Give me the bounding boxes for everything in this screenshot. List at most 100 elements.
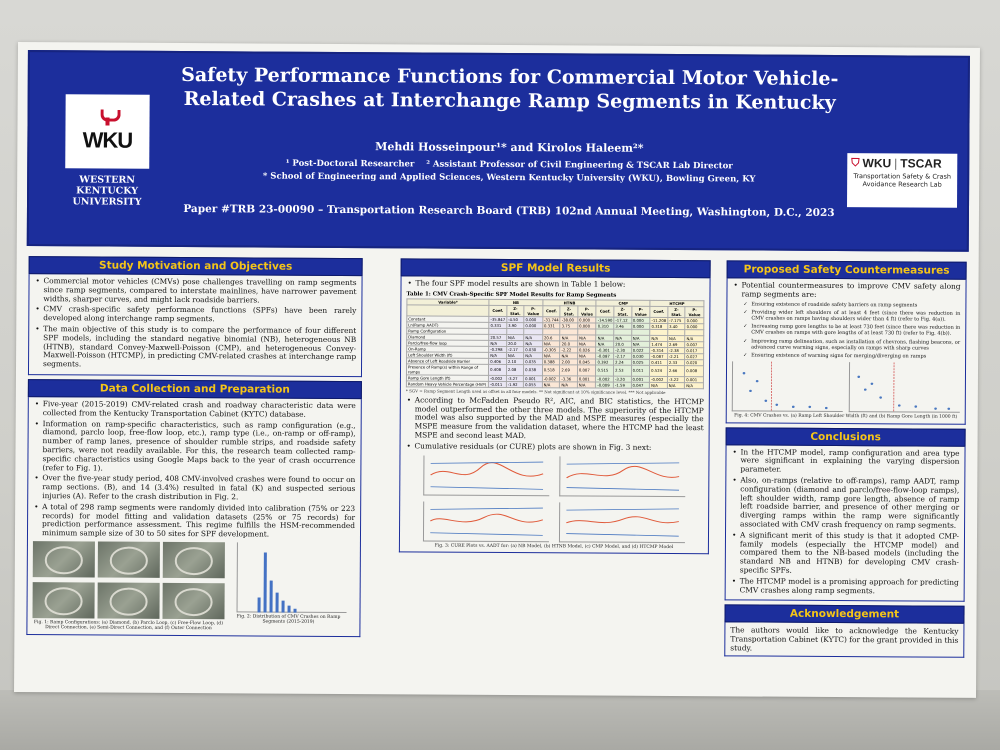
- table-value-cell: 0.038: [523, 364, 543, 376]
- spf-bullet: Cumulative residuals (or CURE) plots are…: [406, 441, 704, 453]
- table-value-cell: N/A: [577, 381, 596, 388]
- table-value-cell: 2.69: [559, 364, 578, 376]
- table-value-cell: -0.009: [595, 381, 614, 388]
- figure-1-caption: Fig. 1: Ramp Configurations: (a) Diamond…: [33, 620, 223, 632]
- acknowledgement-section: The authors would like to acknowledge th…: [724, 622, 965, 659]
- cure-plot-nb: [423, 455, 550, 496]
- table-subheader-cell: P-Value: [577, 305, 597, 317]
- ramp-photo: [162, 541, 225, 579]
- middle-column: SPF Model Results The four SPF model res…: [398, 258, 711, 555]
- conclusions-section: In the HTCMP model, ramp configuration a…: [724, 444, 966, 603]
- poster-header: WKU WESTERN KENTUCKY UNIVERSITY Safety P…: [26, 50, 970, 252]
- figure-3: [422, 455, 686, 543]
- table-value-cell: 0.011: [631, 365, 650, 377]
- table-subheader-cell: Coef.: [596, 305, 615, 317]
- tscar-wku: WKU: [862, 156, 892, 171]
- motivation-bullet: Commercial motor vehicles (CMVs) pose ch…: [34, 276, 356, 305]
- countermeasure-item: Improving ramp delineation, such as inst…: [742, 338, 960, 352]
- ramp-photo: [32, 582, 95, 619]
- figure-3-caption: Fig. 3: CURE Plots vs. AADT for: (a) NB …: [434, 543, 674, 550]
- spf-table: Variable* NB HTNB CMP HTCMP Coef. Z-Stat.…: [406, 298, 705, 389]
- figure-row: Fig. 1: Ramp Configurations: (a) Diamond…: [32, 541, 355, 633]
- spf-table-body: Constant -35.847 -4.50 0.000 -31.744 -38.00 0.…: [406, 315, 704, 389]
- tscar-logo: ⛉ WKU | TSCAR Transportation Safety & Cr…: [847, 153, 958, 208]
- conclusion-bullet: Also, on-ramps (relative to off-ramps), …: [731, 475, 959, 530]
- table-value-cell: N/A: [559, 381, 578, 388]
- spf-table-wrap: Table 1: CMV Crash-Specific SPF Model Re…: [406, 291, 705, 395]
- poster-title: Safety Performance Functions for Commerc…: [181, 63, 839, 114]
- table-value-cell: 0.408: [488, 364, 507, 376]
- table-subheader-cell: Coef.: [650, 306, 668, 318]
- wku-cup-icon: [98, 109, 116, 125]
- table-value-cell: -11.208: [649, 317, 668, 324]
- right-column: Proposed Safety Countermeasures Potentia…: [724, 260, 967, 659]
- table-subheader-cell: P-Value: [631, 306, 651, 318]
- cure-plot-htcmp: [558, 501, 686, 543]
- table-subheader-cell: P-Value: [523, 305, 543, 317]
- table-variable-cell: Random Heavy Vehicle Percentage (HVP): [406, 380, 489, 388]
- conclusion-bullet: The HTCMP model is a promising approach …: [731, 576, 959, 596]
- acknowledgement-text: The authors would like to acknowledge th…: [730, 625, 959, 653]
- table-subheader-cell: Z-Stat.: [667, 306, 686, 318]
- table-subheader-cell: Z-Stat.: [613, 305, 632, 318]
- crash-distribution-bars: [257, 552, 297, 613]
- table-value-cell: N/A: [542, 381, 560, 388]
- ramp-photo: [162, 582, 225, 620]
- left-column: Study Motivation and Objectives Commerci…: [26, 256, 363, 637]
- table-value-cell: -35.847: [488, 316, 507, 323]
- table-value-cell: 0.515: [595, 364, 614, 376]
- data-bullet: Information on ramp-specific characteris…: [33, 419, 355, 475]
- countermeasure-item: Ensuring existence of warning signs for …: [742, 352, 960, 360]
- university-name: WESTERN KENTUCKY UNIVERSITY: [72, 174, 142, 208]
- countermeasures-heading: Proposed Safety Countermeasures: [726, 260, 967, 280]
- affiliation-2: ² Assistant Professor of Civil Engineeri…: [426, 159, 733, 172]
- paper-reference: Paper #TRB 23-00090 – Transportation Res…: [183, 203, 835, 219]
- spf-results-section: The four SPF model results are shown in …: [398, 276, 711, 555]
- motivation-section: Commercial motor vehicles (CMVs) pose ch…: [27, 274, 363, 378]
- table-variable-cell: Presence of Ramp(s) within Range of ramp…: [406, 363, 489, 376]
- poster-affiliations: ¹ Post-Doctoral Researcher ² Assistant P…: [229, 157, 789, 186]
- table-value-cell: 2.66: [667, 365, 685, 377]
- figure-2-caption: Fig. 2: Distribution of CMV Crashes on R…: [236, 614, 341, 626]
- table-value-cell: 0.524: [649, 365, 668, 377]
- wku-logo: WKU: [65, 94, 150, 169]
- spf-results-heading: SPF Model Results: [400, 258, 711, 279]
- table-value-cell: 0.518: [542, 364, 560, 376]
- ramp-photo: [97, 541, 160, 578]
- spf-intro: The four SPF model results are shown in …: [407, 278, 705, 290]
- table-value-cell: 0.047: [630, 382, 650, 389]
- table-subheader-cell: Coef.: [489, 305, 507, 317]
- table-value-cell: -31.744: [542, 316, 561, 323]
- table-value-cell: -0.011: [488, 381, 507, 388]
- table-value-cell: N/A: [684, 382, 704, 389]
- tscar-subtitle: Transportation Safety & Crash Avoidance …: [853, 172, 952, 189]
- data-collection-section: Five-year (2015-2019) CMV-related crash …: [26, 397, 362, 637]
- figure-4: [731, 361, 961, 413]
- table-value-cell: 2.08: [506, 364, 524, 376]
- table-value-cell: N/A: [649, 382, 668, 389]
- countermeasures-intro: Potential countermeasures to improve CMV…: [732, 280, 960, 300]
- figure-4-caption: Fig. 4: CMV Crashes vs. (a) Ramp Left Sh…: [734, 413, 958, 420]
- table-subheader-cell: [406, 304, 490, 317]
- cure-plot-htnb: [559, 455, 686, 497]
- data-collection-heading: Data Collection and Preparation: [27, 379, 362, 400]
- research-poster: WKU WESTERN KENTUCKY UNIVERSITY Safety P…: [14, 42, 980, 698]
- countermeasure-item: Increasing ramp gore lengths to be at le…: [742, 324, 960, 338]
- poster-authors: Mehdi Hosseinpour¹* and Kirolos Haleem²*: [375, 140, 644, 155]
- motivation-heading: Study Motivation and Objectives: [28, 256, 363, 277]
- crash-distribution-chart: [236, 542, 347, 613]
- acknowledgement-heading: Acknowledgement: [724, 604, 965, 625]
- affiliation-1: ¹ Post-Doctoral Researcher: [285, 158, 415, 170]
- countermeasure-item: Ensuring existence of roadside safety ba…: [742, 301, 960, 309]
- countermeasures-section: Potential countermeasures to improve CMV…: [725, 278, 967, 425]
- table-note: * SGV = Ramp Segment Length used as offs…: [405, 388, 666, 395]
- table-value-cell: N/A: [667, 382, 685, 389]
- table-subheader-cell: Z-Stat.: [506, 305, 525, 317]
- tscar-name: TSCAR: [900, 156, 942, 171]
- table-value-cell: -1.92: [506, 381, 524, 388]
- table-subheader-cell: Z-Stat.: [560, 305, 578, 317]
- wall-background: [0, 690, 1000, 750]
- conclusion-bullet: A significant merit of this study is tha…: [731, 530, 959, 576]
- table-value-cell: 0.008: [684, 365, 704, 377]
- data-bullet: Over the five-year study period, 408 CMV…: [33, 474, 355, 502]
